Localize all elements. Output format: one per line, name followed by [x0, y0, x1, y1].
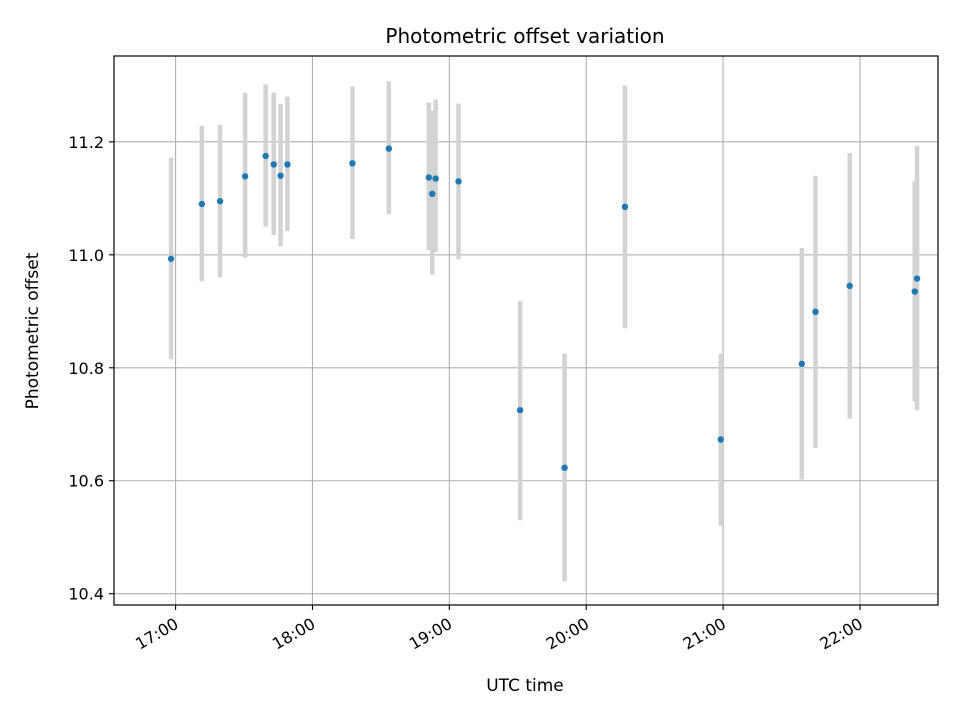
data-point: [167, 255, 175, 262]
point-layer: [167, 145, 921, 471]
y-tick-label: 10.8: [68, 359, 104, 378]
data-point: [432, 175, 439, 182]
y-tick-label: 10.6: [68, 472, 104, 491]
data-point: [561, 464, 568, 471]
x-axis-title: UTC time: [486, 676, 564, 696]
plot-frame: [113, 55, 939, 606]
data-point: [621, 203, 629, 211]
data-point: [429, 190, 436, 198]
data-point: [262, 152, 269, 160]
data-point: [455, 178, 462, 185]
data-point: [349, 160, 356, 167]
y-tick-label: 11.0: [68, 246, 104, 265]
chart-title: Photometric offset variation: [385, 24, 664, 48]
data-point: [198, 200, 206, 208]
data-point: [270, 161, 277, 168]
data-point: [717, 436, 724, 443]
data-point: [241, 173, 249, 180]
data-point: [216, 197, 224, 205]
data-point: [425, 174, 433, 181]
y-axis-title: Photometric offset: [23, 252, 43, 409]
y-tick-label: 11.2: [68, 133, 104, 152]
data-point: [812, 308, 819, 316]
y-tick-label: 10.4: [68, 585, 104, 604]
data-point: [516, 406, 524, 414]
data-point: [385, 145, 393, 152]
data-point: [798, 360, 806, 368]
data-point: [846, 282, 853, 290]
data-point: [284, 161, 291, 168]
data-point: [913, 275, 921, 282]
data-point: [911, 288, 918, 295]
data-point: [277, 172, 284, 179]
